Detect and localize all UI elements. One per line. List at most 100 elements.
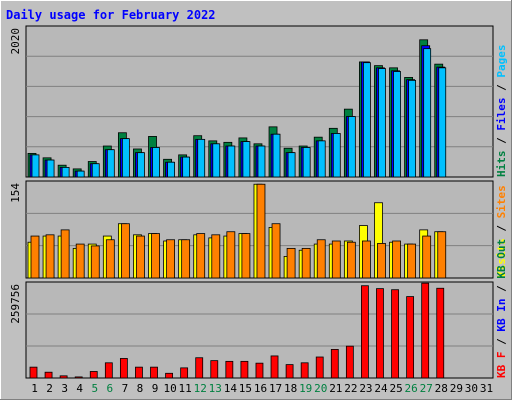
legend-bottom: KB F / KB In / KB Out bbox=[495, 239, 508, 378]
day-label: 1 bbox=[31, 382, 38, 395]
day-label: 29 bbox=[450, 382, 463, 395]
legend-separator: / bbox=[495, 279, 508, 299]
y-max-label-bottom: 259756 bbox=[9, 284, 22, 324]
sites-bar bbox=[120, 223, 130, 279]
pages-bar bbox=[61, 167, 70, 178]
pages-bar bbox=[167, 161, 175, 178]
kbf-bar bbox=[315, 356, 324, 379]
legend-entry: KB In bbox=[495, 299, 508, 332]
pages-bar bbox=[423, 48, 432, 178]
sites-bar bbox=[226, 231, 236, 279]
kbf-bar bbox=[361, 285, 369, 379]
day-label: 16 bbox=[254, 382, 267, 395]
sites-bar bbox=[392, 240, 401, 279]
kbf-bar bbox=[240, 360, 249, 379]
sites-bar bbox=[286, 247, 296, 279]
pages-bar bbox=[408, 79, 417, 178]
sites-bar bbox=[105, 239, 115, 279]
day-label: 30 bbox=[465, 382, 478, 395]
pages-bar bbox=[257, 145, 266, 178]
sites-bar bbox=[346, 241, 356, 279]
sites-bar bbox=[377, 243, 386, 279]
pages-bar bbox=[393, 71, 401, 178]
kbf-bar bbox=[195, 357, 204, 379]
sites-bar bbox=[362, 240, 371, 279]
day-label: 18 bbox=[284, 382, 297, 395]
pages-bar bbox=[347, 116, 356, 178]
day-label: 23 bbox=[359, 382, 372, 395]
sites-bar bbox=[301, 247, 311, 279]
kbf-bar bbox=[89, 371, 98, 379]
kbf-bar bbox=[225, 360, 234, 379]
pages-bar bbox=[197, 138, 206, 178]
day-label: 24 bbox=[374, 382, 388, 395]
legend-entry: Pages bbox=[495, 45, 508, 78]
pages-bar bbox=[363, 62, 371, 178]
day-label: 11 bbox=[179, 382, 192, 395]
sites-bar bbox=[136, 235, 145, 279]
sites-bar bbox=[75, 243, 85, 279]
sites-bar bbox=[422, 235, 432, 279]
kbf-bar bbox=[180, 367, 189, 379]
day-label: 20 bbox=[314, 382, 327, 395]
kbf-bar bbox=[29, 366, 38, 379]
kbf-bar bbox=[165, 372, 173, 379]
pages-bar bbox=[76, 170, 85, 178]
pages-bar bbox=[302, 147, 311, 178]
kbf-bar bbox=[406, 296, 415, 379]
sites-bar bbox=[90, 245, 100, 279]
pages-bar bbox=[121, 138, 130, 178]
pages-bar bbox=[287, 152, 296, 178]
pages-bar bbox=[212, 143, 221, 178]
kbf-bar bbox=[285, 364, 294, 379]
sites-bar bbox=[45, 234, 55, 279]
sites-bar bbox=[316, 239, 326, 279]
kbf-bar bbox=[330, 349, 339, 379]
day-label: 5 bbox=[91, 382, 98, 395]
kbf-bar bbox=[150, 366, 158, 379]
kbf-bar bbox=[104, 362, 113, 379]
pages-bar bbox=[378, 68, 386, 178]
sites-bar bbox=[241, 233, 251, 279]
day-label: 14 bbox=[224, 382, 238, 395]
pages-bar bbox=[242, 141, 251, 178]
panel-top: 2020 Hits / Files / Pages bbox=[9, 25, 508, 178]
day-label: 2 bbox=[46, 382, 53, 395]
sites-bar bbox=[437, 231, 447, 279]
day-label: 15 bbox=[239, 382, 252, 395]
pages-bar bbox=[91, 163, 100, 178]
sites-bar bbox=[407, 243, 417, 279]
pages-bar bbox=[272, 133, 281, 178]
legend-entry: KB F bbox=[495, 352, 508, 379]
day-label: 7 bbox=[122, 382, 129, 395]
day-label: 26 bbox=[405, 382, 418, 395]
pages-bar bbox=[106, 149, 115, 178]
kbf-bar bbox=[119, 358, 128, 379]
sites-bar bbox=[151, 233, 160, 279]
sites-bar bbox=[211, 234, 221, 279]
sites-bar bbox=[181, 239, 191, 279]
kbf-bar bbox=[345, 345, 354, 379]
sites-bar bbox=[196, 233, 206, 279]
kbf-bar bbox=[436, 287, 445, 379]
legend-middle: Visits / Sites bbox=[495, 185, 508, 278]
sites-bar bbox=[30, 235, 40, 279]
day-label: 22 bbox=[344, 382, 357, 395]
kbf-bar bbox=[44, 371, 53, 379]
y-max-label-middle: 154 bbox=[9, 183, 22, 203]
panel-middle: 154 Visits / Sites bbox=[9, 180, 508, 279]
day-label: 28 bbox=[435, 382, 448, 395]
kbf-bar bbox=[74, 376, 83, 379]
legend-entry: Files bbox=[495, 98, 508, 131]
day-label: 10 bbox=[163, 382, 176, 395]
day-label: 13 bbox=[209, 382, 222, 395]
kbf-bar bbox=[376, 288, 384, 379]
kbf-bar bbox=[59, 375, 68, 379]
kbf-bar bbox=[270, 355, 279, 379]
day-label: 21 bbox=[329, 382, 342, 395]
day-label: 27 bbox=[420, 382, 433, 395]
y-max-label-top: 2020 bbox=[9, 28, 22, 55]
panel-bottom: 259756 KB F / KB In / KB Out bbox=[9, 239, 508, 379]
pages-bar bbox=[317, 140, 326, 178]
